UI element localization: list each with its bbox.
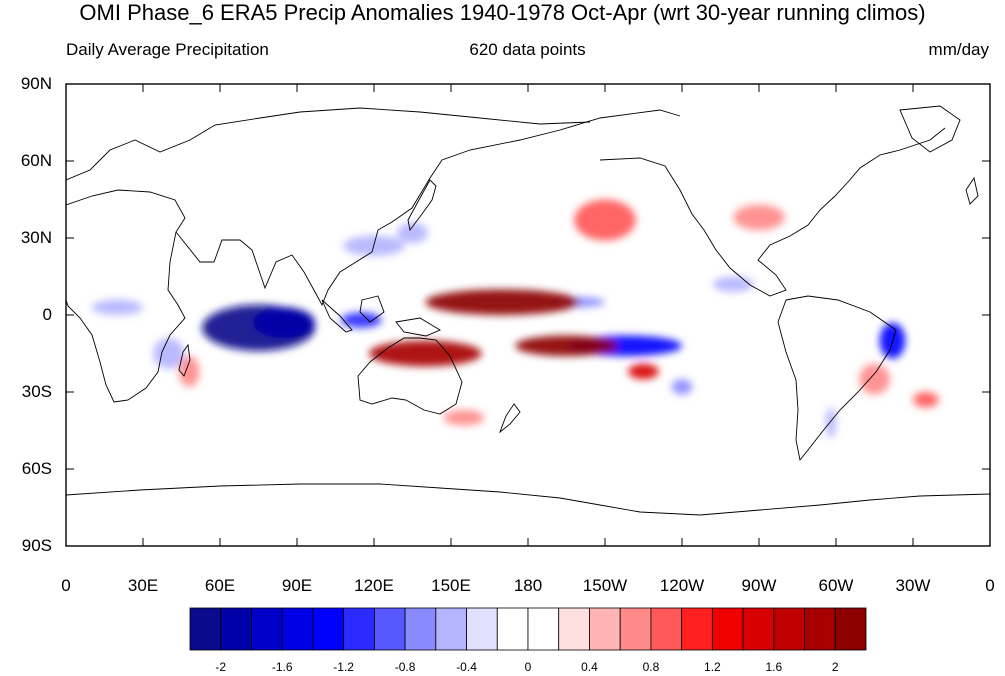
colorbar-label: 0.4 — [581, 660, 598, 674]
lat-label: 90S — [21, 536, 52, 555]
coastline-sumatra — [321, 299, 353, 333]
lon-label: 90W — [741, 576, 777, 595]
coastline-europe — [66, 107, 591, 181]
dry-anomaly-4 — [91, 299, 143, 315]
lon-label: 180 — [513, 576, 543, 595]
colorbar-swatch — [435, 607, 467, 651]
colorbar-swatch — [466, 607, 498, 651]
colorbar-swatch — [343, 607, 375, 651]
dry-anomaly-3 — [153, 338, 185, 369]
coastline-south-america — [777, 295, 897, 462]
colorbar-swatch — [619, 607, 652, 651]
lat-label: 90N — [20, 74, 52, 93]
colorbar-swatch — [373, 607, 406, 651]
colorbar-label: 1.2 — [704, 660, 721, 674]
colorbar-swatch — [251, 607, 283, 651]
wet-anomaly-14 — [515, 335, 618, 357]
wet-anomaly-21 — [178, 356, 200, 387]
lon-label: 120E — [354, 576, 394, 595]
lon-label: 0 — [61, 576, 71, 595]
colorbar-swatch — [650, 607, 683, 651]
lat-label: 30N — [20, 228, 52, 247]
colorbar-swatch — [589, 607, 621, 651]
colorbar — [189, 607, 867, 651]
lon-label: 30W — [895, 576, 931, 595]
coastline-africa — [66, 189, 186, 403]
colorbar-swatch — [773, 607, 805, 651]
coastline-antarctica — [66, 483, 990, 516]
colorbar-swatch — [189, 607, 222, 651]
colorbar-swatch — [711, 607, 744, 651]
subtitle-variable: Daily Average Precipitation — [66, 40, 269, 59]
coastline-new-guinea — [395, 317, 441, 337]
colorbar-label: 0.8 — [642, 660, 660, 674]
lon-label: 150W — [582, 576, 628, 595]
dry-anomaly-10 — [712, 276, 754, 292]
colorbar-swatch — [404, 607, 437, 651]
colorbar-swatch — [527, 607, 560, 651]
lon-label: 0 — [985, 576, 995, 595]
coastline-australia — [357, 337, 463, 415]
colorbar-label: -1.2 — [333, 660, 354, 674]
lat-label: 60S — [21, 459, 52, 478]
colorbar-label: -1.6 — [271, 660, 293, 674]
lon-label: 90E — [281, 576, 313, 595]
lat-label: 0 — [42, 305, 52, 324]
coastline-madagascar — [178, 343, 191, 377]
lon-label: 30E — [127, 576, 159, 595]
coastline-borneo — [359, 295, 385, 323]
dry-anomaly-1 — [253, 307, 315, 339]
subtitle-count: 620 data points — [469, 40, 586, 59]
colorbar-swatch — [742, 607, 775, 651]
wet-anomaly-13 — [425, 289, 580, 315]
colorbar-label: -0.4 — [456, 660, 477, 674]
wet-anomaly-15 — [368, 340, 482, 367]
lon-label: 120W — [659, 576, 705, 595]
wet-anomaly-17 — [574, 199, 636, 241]
lon-label: 150E — [431, 576, 471, 595]
dry-anomaly-12 — [825, 407, 836, 439]
map-title: OMI Phase_6 ERA5 Precip Anomalies 1940-1… — [79, 0, 926, 25]
plot-area — [66, 84, 990, 546]
wet-anomaly-22 — [443, 409, 485, 426]
coastline-japan — [407, 179, 437, 232]
subtitle-units: mm/day — [928, 40, 989, 59]
dry-anomaly-9 — [671, 379, 693, 395]
lon-label: 60W — [818, 576, 854, 595]
colorbar-swatch — [281, 607, 314, 651]
colorbar-swatch — [804, 607, 836, 651]
colorbar-label: 0 — [524, 660, 532, 674]
wet-anomaly-20 — [913, 392, 939, 408]
dry-anomaly-6 — [397, 222, 428, 244]
colorbar-swatch — [834, 607, 867, 651]
coastlines — [66, 105, 990, 516]
colorbar-swatch — [681, 607, 713, 651]
wet-anomaly-16 — [628, 363, 659, 380]
coastline-asia — [175, 109, 681, 307]
coastline-north-america — [599, 127, 946, 297]
coastline-greenland — [899, 105, 961, 153]
colorbar-swatch — [220, 607, 252, 651]
colorbar-label: -2 — [215, 660, 227, 674]
lat-label: 30S — [21, 382, 52, 401]
colorbar-swatch — [312, 607, 345, 651]
colorbar-label: 2 — [831, 660, 839, 674]
lat-label: 60N — [20, 151, 52, 170]
dry-anomaly-2 — [340, 312, 382, 328]
wet-anomaly-18 — [733, 204, 785, 231]
colorbar-label: 1.6 — [765, 660, 783, 674]
colorbar-label: -0.8 — [394, 660, 416, 674]
coastline-new-zealand — [499, 403, 521, 434]
colorbar-swatch — [496, 607, 529, 651]
coastline-uk — [965, 176, 979, 205]
wet-anomaly-19 — [859, 363, 890, 395]
lon-label: 60E — [204, 576, 236, 595]
colorbar-swatch — [558, 607, 590, 651]
